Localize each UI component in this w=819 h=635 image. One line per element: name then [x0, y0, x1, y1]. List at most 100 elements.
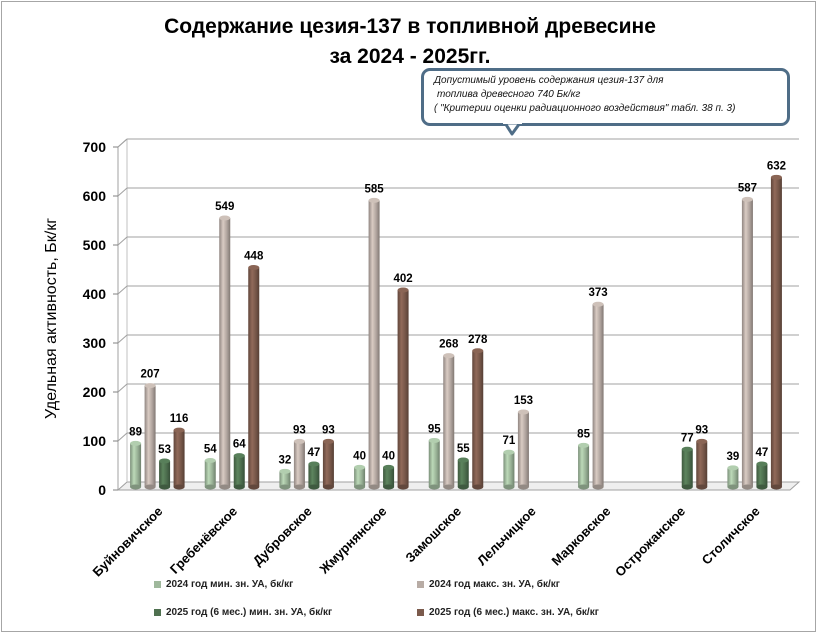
limit-callout-box [421, 68, 790, 126]
data-label: 54 [204, 444, 217, 456]
bar-top [727, 465, 739, 471]
bar [578, 445, 590, 487]
bar-base [233, 484, 245, 490]
x-tick-label: Замошское [402, 504, 464, 566]
legend-item: 2024 год макс. зн. УА, бк/кг [417, 579, 560, 590]
y-tick-label: 400 [83, 286, 107, 302]
y-tick-label: 300 [83, 335, 107, 351]
data-label: 278 [468, 334, 488, 346]
bar [368, 200, 380, 487]
bar [383, 467, 395, 487]
bar-top [472, 348, 484, 354]
data-label: 95 [428, 423, 441, 435]
bar-top [293, 438, 305, 444]
bar [472, 350, 484, 487]
callout-line-2: топлива древесного 740 Бк/кг [437, 89, 581, 100]
bar [144, 385, 156, 487]
data-label: 40 [353, 450, 366, 462]
bar [727, 467, 739, 487]
bar-top [219, 215, 231, 221]
x-tick-label: Марковское [549, 504, 614, 569]
bar [159, 461, 171, 487]
bar [354, 467, 366, 487]
gridline-diag [117, 383, 128, 393]
legend-item: 2025 год (6 мес.) мин. зн. УА, бк/кг [154, 607, 332, 618]
data-label: 116 [170, 413, 189, 425]
bar [322, 441, 334, 487]
bar [308, 463, 320, 487]
bar-top [397, 287, 409, 293]
y-tick-label: 700 [83, 139, 107, 155]
gridline-diag [117, 187, 128, 197]
bar-base [756, 484, 768, 490]
gridline-diag [117, 138, 128, 148]
bar-top [322, 438, 334, 444]
bar-top [159, 458, 171, 464]
data-label: 585 [364, 183, 384, 195]
bar-base [293, 484, 305, 490]
chart-title-line2: за 2024 - 2025гг. [329, 45, 491, 68]
bar-base [279, 484, 291, 490]
bar-base [727, 484, 739, 490]
y-tick-label: 100 [83, 433, 107, 449]
bar-base [770, 484, 782, 490]
legend-swatch [417, 609, 424, 616]
x-tick-label: Столичское [699, 504, 763, 568]
bar-top [144, 383, 156, 389]
bar [428, 440, 440, 487]
x-tick-label: Лельчицкое [474, 504, 539, 569]
bar-top [696, 438, 708, 444]
y-tick-label: 0 [98, 482, 106, 498]
bar-top [130, 440, 142, 446]
y-tick-label: 600 [83, 188, 107, 204]
data-label: 64 [233, 439, 246, 451]
bar [503, 452, 515, 487]
x-tick-label: Дубровское [250, 504, 315, 569]
bar-top [443, 353, 455, 359]
bar [204, 460, 216, 487]
gridline-diag [117, 334, 128, 344]
bar-top [770, 174, 782, 180]
legend-item: 2025 год (6 мес.) макс. зн. УА, бк/кг [417, 607, 599, 618]
gridline-diag [117, 432, 128, 442]
data-label: 153 [514, 395, 533, 407]
bar-top [578, 442, 590, 448]
bar-base [681, 484, 693, 490]
callout-line-3: ( "Критерии оценки радиационного воздейс… [434, 103, 736, 114]
bar-base [517, 484, 529, 490]
bar-base [696, 484, 708, 490]
bar [517, 412, 529, 487]
legend-swatch [154, 609, 161, 616]
bar-base [248, 484, 260, 490]
bar [443, 355, 455, 487]
legend-label: 2024 год макс. зн. УА, бк/кг [429, 579, 560, 590]
bar [592, 304, 604, 487]
callout-line-1: Допустимый уровень содержания цезия-137 … [434, 75, 664, 86]
bar-top [428, 437, 440, 443]
x-tick-label: Гребенёвское [167, 504, 240, 577]
data-label: 32 [279, 454, 292, 466]
data-label: 207 [140, 369, 159, 381]
data-label: 71 [503, 435, 516, 447]
bar-top [204, 458, 216, 464]
data-label: 549 [215, 201, 234, 213]
bar-base [397, 484, 409, 490]
bar-base [322, 484, 334, 490]
bar-top [756, 461, 768, 467]
data-label: 93 [293, 424, 306, 436]
legend-label: 2025 год (6 мес.) мин. зн. УА, бк/кг [166, 607, 333, 618]
bar [130, 443, 142, 487]
bar-base [354, 484, 366, 490]
data-label: 89 [129, 426, 142, 438]
data-label: 53 [158, 444, 171, 456]
data-label: 448 [244, 250, 264, 262]
data-label: 39 [727, 451, 740, 463]
data-label: 47 [756, 447, 769, 459]
data-label: 587 [738, 182, 757, 194]
bar-top [233, 453, 245, 459]
legend-label: 2025 год (6 мес.) макс. зн. УА, бк/кг [429, 607, 599, 618]
bar-base [308, 484, 320, 490]
bar [173, 430, 185, 487]
